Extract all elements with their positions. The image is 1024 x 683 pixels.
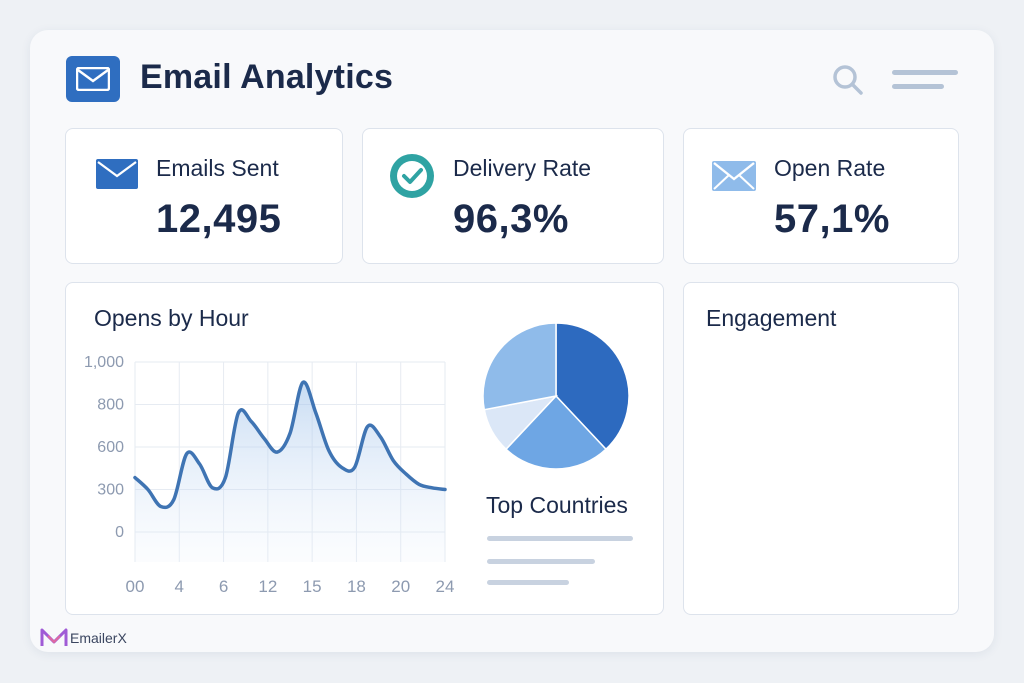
kpi-card-open-rate[interactable]: Open Rate 57,1% (683, 128, 959, 264)
x-tick-label: 00 (126, 577, 145, 596)
x-tick-label: 15 (303, 577, 322, 596)
y-tick-label: 1,000 (84, 354, 124, 371)
x-tick-label: 4 (175, 577, 184, 596)
top-countries-title: Top Countries (486, 492, 628, 518)
menu-line (892, 84, 944, 89)
panel-title: Opens by Hour (94, 305, 249, 331)
y-tick-label: 600 (97, 439, 124, 456)
hamburger-menu-icon[interactable] (892, 66, 960, 94)
y-tick-label: 800 (97, 397, 124, 414)
brand-mark-icon (40, 628, 68, 646)
page-title: Email Analytics (140, 58, 394, 96)
brand-name: EmailerX (70, 630, 127, 646)
x-tick-label: 12 (258, 577, 277, 596)
kpi-card-delivery-rate[interactable]: Delivery Rate 96,3% (362, 128, 664, 264)
brand-logo: EmailerX (40, 628, 127, 648)
kpi-label: Delivery Rate (453, 155, 592, 181)
x-tick-label: 24 (436, 577, 455, 596)
x-tick-label: 18 (347, 577, 366, 596)
panel-title: Engagement (706, 305, 837, 331)
kpi-label: Open Rate (774, 155, 886, 181)
x-tick-label: 20 (391, 577, 410, 596)
menu-line (892, 70, 958, 75)
x-tick-label: 6 (219, 577, 228, 596)
pie-slice (555, 322, 630, 451)
envelope-icon (66, 56, 120, 102)
kpi-label: Emails Sent (156, 155, 279, 181)
envelope-icon (96, 159, 138, 194)
pie-slice (504, 394, 608, 470)
search-icon[interactable] (830, 62, 866, 98)
kpi-card-emails-sent[interactable]: Emails Sent 12,495 (65, 128, 343, 264)
y-tick-label: 0 (115, 524, 124, 541)
kpi-value: 57,1% (774, 197, 890, 241)
kpi-value: 12,495 (156, 197, 282, 241)
country-placeholder-line (487, 536, 633, 541)
country-placeholder-line (487, 559, 595, 564)
engagement-panel: Engagement (683, 282, 959, 615)
opens-series-line (133, 380, 447, 510)
country-placeholder-line (487, 580, 569, 585)
check-circle-icon (387, 151, 437, 206)
kpi-value: 96,3% (453, 197, 569, 241)
y-tick-label: 300 (97, 482, 124, 499)
open-envelope-icon (712, 159, 756, 198)
pie-slice (482, 322, 557, 411)
